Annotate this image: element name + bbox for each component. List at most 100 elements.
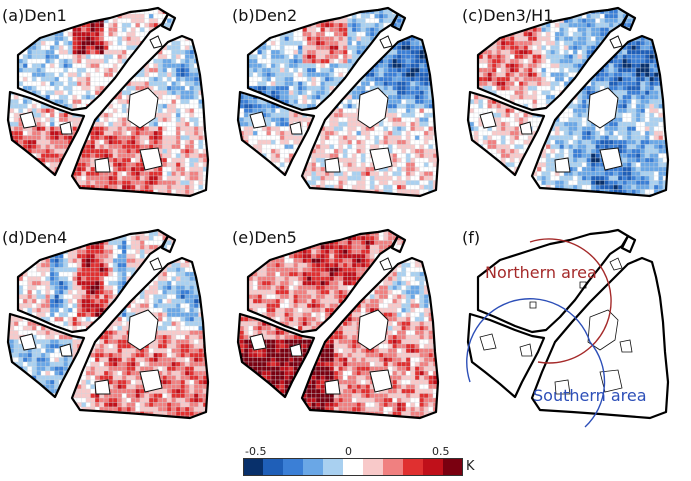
- grid-cell: [279, 85, 285, 91]
- grid-cell: [171, 27, 177, 33]
- grid-cell: [297, 8, 303, 10]
- grid-cell: [112, 162, 118, 168]
- grid-cell: [442, 14, 447, 19]
- grid-cell: [54, 126, 60, 132]
- grid-cell: [94, 40, 100, 46]
- grid-cell: [405, 139, 411, 145]
- grid-cell: [54, 153, 60, 159]
- grid-cell: [649, 58, 655, 64]
- grid-cell: [306, 144, 312, 150]
- grid-cell: [369, 72, 375, 78]
- grid-cell: [347, 162, 353, 168]
- grid-cell: [442, 145, 447, 150]
- grid-cell: [334, 203, 339, 208]
- grid-cell: [487, 63, 493, 69]
- grid-cell: [577, 9, 583, 15]
- grid-cell: [49, 81, 55, 87]
- grid-cell: [252, 171, 258, 177]
- grid-cell: [46, 199, 51, 204]
- grid-cell: [420, 203, 425, 208]
- grid-cell: [189, 27, 195, 33]
- grid-cell: [261, 49, 267, 55]
- grid-cell: [212, 122, 217, 127]
- grid-cell: [311, 36, 317, 42]
- grid-cell: [189, 139, 195, 145]
- grid-cell: [99, 49, 105, 55]
- grid-cell: [360, 171, 366, 177]
- grid-cell: [202, 193, 208, 196]
- grid-cell: [135, 8, 141, 10]
- grid-cell: [94, 180, 100, 186]
- grid-cell: [8, 54, 10, 60]
- grid-cell: [212, 95, 217, 100]
- grid-cell: [135, 130, 141, 136]
- grid-cell: [279, 144, 285, 150]
- grid-cell: [103, 27, 109, 33]
- grid-cell: [40, 90, 46, 96]
- grid-cell: [302, 72, 308, 78]
- grid-cell: [672, 41, 677, 46]
- grid-cell: [189, 157, 195, 163]
- grid-cell: [121, 180, 127, 186]
- grid-cell: [307, 199, 312, 204]
- grid-cell: [306, 81, 312, 87]
- grid-cell: [40, 184, 46, 190]
- grid-cell: [469, 36, 475, 42]
- grid-cell: [85, 45, 91, 51]
- grid-cell: [139, 58, 145, 64]
- grid-cell: [550, 58, 556, 64]
- grid-cell: [369, 58, 375, 64]
- grid-cell: [311, 126, 317, 132]
- grid-cell: [212, 32, 217, 37]
- grid-cell: [374, 72, 380, 78]
- grid-cell: [419, 121, 425, 127]
- grid-cell: [27, 157, 33, 163]
- grid-cell: [238, 76, 240, 82]
- grid-cell: [392, 58, 398, 64]
- grid-cell: [514, 40, 520, 46]
- grid-cell: [112, 36, 118, 42]
- grid-cell: [166, 166, 172, 172]
- grid-cell: [67, 153, 73, 159]
- grid-cell: [58, 76, 64, 82]
- grid-cell: [175, 117, 181, 123]
- grid-cell: [45, 63, 51, 69]
- grid-cell: [49, 54, 55, 60]
- grid-cell: [414, 9, 420, 15]
- grid-cell: [166, 148, 172, 154]
- grid-cell: [333, 180, 339, 186]
- grid-cell: [550, 72, 556, 78]
- grid-cell: [135, 148, 141, 154]
- grid-cell: [212, 68, 217, 73]
- grid-cell: [212, 194, 217, 199]
- grid-cell: [428, 18, 434, 24]
- grid-cell: [171, 31, 177, 37]
- grid-cell: [121, 27, 127, 33]
- grid-cell: [608, 49, 614, 55]
- grid-cell: [496, 45, 502, 51]
- grid-cell: [175, 126, 181, 132]
- grid-cell: [401, 90, 407, 96]
- grid-cell: [207, 9, 208, 15]
- grid-cell: [419, 22, 425, 28]
- grid-cell: [387, 112, 393, 118]
- grid-cell: [653, 8, 659, 10]
- grid-cell: [193, 117, 199, 123]
- grid-cell: [577, 27, 583, 33]
- grid-cell: [49, 76, 55, 82]
- grid-cell: [324, 175, 330, 181]
- grid-cell: [505, 72, 511, 78]
- grid-cell: [49, 67, 55, 73]
- grid-cell: [117, 184, 123, 190]
- grid-cell: [49, 40, 55, 46]
- grid-cell: [103, 67, 109, 73]
- grid-cell: [275, 81, 281, 87]
- grid-cell: [148, 180, 154, 186]
- grid-cell: [658, 58, 664, 64]
- grid-cell: [275, 117, 281, 123]
- grid-cell: [144, 130, 150, 136]
- grid-cell: [374, 22, 380, 28]
- grid-cell: [175, 139, 181, 145]
- grid-cell: [238, 81, 240, 87]
- grid-cell: [347, 139, 353, 145]
